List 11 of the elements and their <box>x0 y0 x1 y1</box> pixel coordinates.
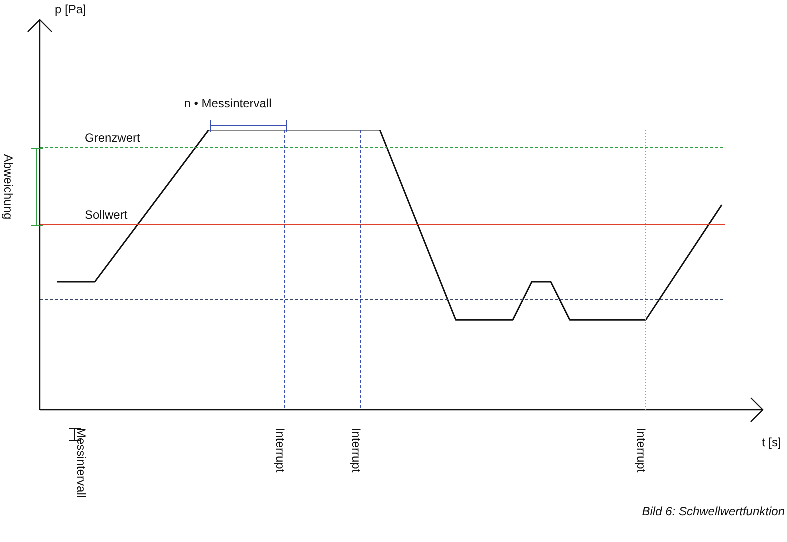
text: Interrupt <box>634 428 649 474</box>
text: Bild 6: Schwellwertfunktion <box>642 504 786 518</box>
text: p [Pa] <box>55 2 86 16</box>
text: Messintervall <box>74 428 89 498</box>
x-axis-title: t [s] <box>762 435 782 450</box>
ref-line-label: Sollwert <box>85 208 128 222</box>
text: n • Messintervall <box>184 96 272 110</box>
ref-line-label: Grenzwert <box>85 131 142 146</box>
text: Interrupt <box>350 428 364 474</box>
text: Interrupt <box>274 428 288 474</box>
text: Abweichung <box>2 154 16 220</box>
